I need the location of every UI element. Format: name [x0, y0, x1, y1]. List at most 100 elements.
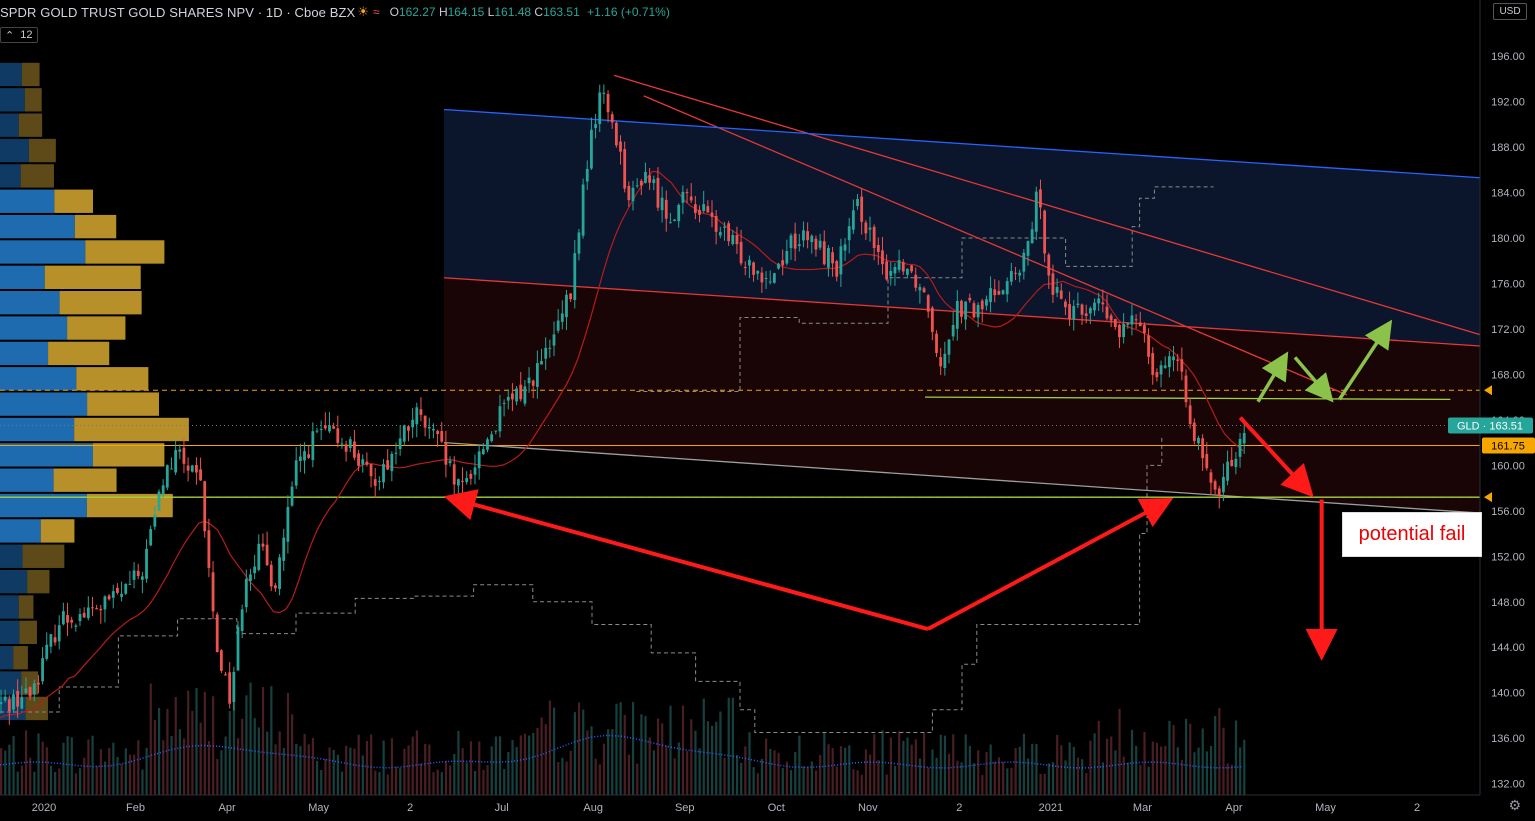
- profile-up-bar: [0, 164, 21, 188]
- candle-body: [1130, 315, 1134, 325]
- currency-badge[interactable]: USD: [1493, 3, 1527, 20]
- trendline: [443, 108, 1481, 179]
- volume-bar: [972, 763, 976, 795]
- candle-body: [860, 196, 864, 222]
- volume-bar: [943, 735, 947, 795]
- candle-body: [523, 386, 527, 404]
- gear-icon[interactable]: ⚙: [1508, 797, 1521, 813]
- candle-body: [660, 197, 664, 211]
- candle-body: [577, 232, 581, 254]
- candle-body: [627, 185, 631, 201]
- volume-bar: [802, 766, 805, 795]
- price-axis: 196.00 192.00 188.00 184.00 180.00 176.00 172.…: [1448, 0, 1535, 816]
- candle-body: [590, 129, 593, 169]
- level-marker: [1484, 385, 1492, 396]
- x-tick-label: Jul: [495, 802, 509, 814]
- candle-body: [976, 304, 980, 318]
- volume-bar: [349, 747, 352, 795]
- candle-body: [639, 180, 643, 186]
- candle-body: [772, 273, 776, 283]
- volume-bar: [498, 736, 502, 795]
- high-value: 164.15: [447, 5, 485, 19]
- projection-arrow: [1238, 416, 1314, 498]
- volume-bar: [623, 714, 626, 795]
- candle-body: [448, 460, 452, 464]
- candle-body: [614, 122, 618, 146]
- candle-body: [1059, 290, 1063, 299]
- candle-body: [739, 241, 743, 264]
- volume-bar: [332, 749, 335, 795]
- volume-bar: [220, 750, 223, 795]
- candle-body: [531, 380, 535, 386]
- volume-bar: [565, 761, 568, 795]
- projection-arrow: [443, 489, 929, 631]
- volume-bar: [58, 768, 61, 795]
- volume-bar: [24, 730, 28, 795]
- price-label: 161.75: [1491, 440, 1525, 452]
- x-tick-label: 2020: [32, 802, 56, 814]
- volume-profile-toggle[interactable]: ⌃ 12: [0, 27, 38, 43]
- volume-bar: [831, 747, 834, 795]
- vp-row-count: 12: [20, 29, 33, 41]
- lower-channel-zone: [444, 277, 1480, 514]
- chart-header: SPDR GOLD TRUST GOLD SHARES NPV · 1D · C…: [0, 3, 670, 21]
- volume-bar: [33, 771, 36, 795]
- candle-body: [939, 357, 943, 367]
- volume-bar: [1147, 766, 1150, 795]
- volume-bar: [573, 712, 576, 795]
- candle-body: [278, 557, 281, 589]
- volume-bar: [473, 771, 477, 795]
- volume-bar: [153, 720, 157, 795]
- candle-body: [756, 270, 760, 274]
- volume-bar: [299, 746, 302, 795]
- volume-bar: [918, 758, 922, 795]
- profile-up-bar: [0, 646, 14, 670]
- volume-bar: [1002, 762, 1005, 795]
- candle-body: [332, 426, 336, 429]
- volume-bar: [594, 758, 597, 795]
- volume-bar: [1118, 708, 1121, 795]
- candle-body: [876, 245, 880, 252]
- candle-body: [1018, 272, 1022, 276]
- symbol-title[interactable]: SPDR GOLD TRUST GOLD SHARES NPV · 1D · C…: [0, 4, 356, 20]
- profile-up-bar: [0, 341, 49, 366]
- sun-icon[interactable]: ☀: [357, 4, 369, 19]
- candle-body: [240, 609, 244, 631]
- x-tick-label: May: [308, 802, 329, 814]
- volume-bar: [977, 750, 980, 795]
- volume-bar: [814, 770, 818, 795]
- volume-bar: [536, 728, 539, 795]
- candle-body: [1163, 365, 1167, 368]
- volume-bar: [590, 726, 593, 795]
- annotation-note[interactable]: potential fail: [1342, 512, 1482, 557]
- profile-up-bar: [0, 468, 54, 492]
- volume-bar: [274, 744, 277, 795]
- wave-icon[interactable]: ≈: [372, 5, 380, 19]
- profile-down-bar: [76, 367, 149, 391]
- volume-bar: [157, 707, 161, 795]
- volume-bar: [266, 731, 269, 795]
- y-tick-label: 188.00: [1491, 142, 1525, 154]
- candle-body: [1047, 254, 1051, 276]
- candle-body: [269, 564, 273, 587]
- volume-bar: [1234, 720, 1238, 795]
- volume-bar: [864, 749, 868, 795]
- candle-body: [178, 449, 182, 452]
- candle-body: [777, 263, 780, 269]
- candle-body: [41, 658, 44, 682]
- profile-down-bar: [25, 696, 48, 721]
- candle-body: [656, 177, 660, 208]
- x-tick-label: 2: [956, 802, 962, 814]
- volume-bar: [702, 698, 705, 795]
- close-value: 163.51: [543, 5, 580, 19]
- volume-bar: [174, 696, 177, 795]
- candle-body: [881, 250, 884, 265]
- profile-down-bar: [24, 88, 42, 112]
- candle-body: [1068, 304, 1071, 320]
- candle-body: [99, 608, 103, 611]
- candle-body: [619, 141, 622, 152]
- volume-bar: [224, 736, 227, 795]
- low-value: 161.48: [494, 5, 532, 19]
